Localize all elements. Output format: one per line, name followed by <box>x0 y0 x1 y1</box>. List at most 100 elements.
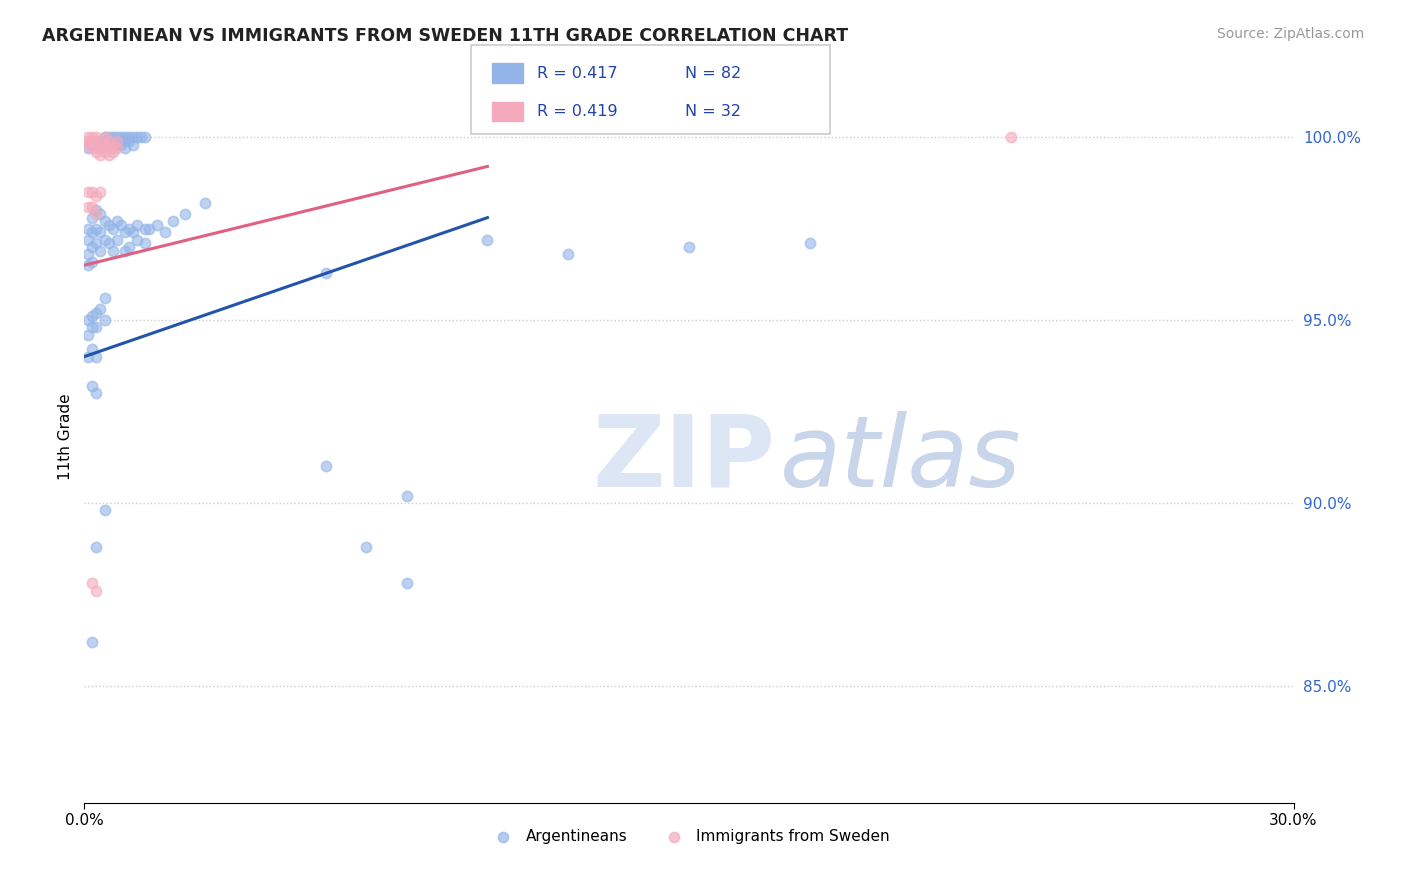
Point <box>93 145 115 159</box>
Point <box>86 145 108 159</box>
Point <box>77 258 100 272</box>
Point <box>86 207 108 221</box>
Point <box>174 207 197 221</box>
Point <box>77 327 100 342</box>
Point <box>86 236 108 251</box>
Text: ZIP: ZIP <box>592 410 775 508</box>
Point <box>82 343 104 357</box>
Point <box>86 137 108 152</box>
Point <box>121 137 143 152</box>
Point <box>86 306 108 320</box>
Point <box>93 291 115 305</box>
Point <box>82 310 104 324</box>
Point <box>89 148 111 162</box>
Point <box>101 134 124 148</box>
Point <box>101 221 124 235</box>
Point <box>82 225 104 239</box>
Point <box>138 221 160 235</box>
Point <box>82 141 104 155</box>
Point <box>114 130 136 145</box>
Point <box>89 137 111 152</box>
Point <box>77 141 100 155</box>
Point <box>77 134 100 148</box>
Point <box>125 130 148 145</box>
Point <box>89 141 111 155</box>
Point <box>89 225 111 239</box>
Point <box>101 130 124 145</box>
Point <box>121 130 143 145</box>
Point <box>110 137 132 152</box>
Point <box>121 225 143 239</box>
Text: N = 82: N = 82 <box>685 66 741 80</box>
Point <box>93 137 115 152</box>
Point <box>89 141 111 155</box>
Point <box>105 134 128 148</box>
Point <box>93 130 115 145</box>
Point <box>101 141 124 155</box>
Point <box>118 130 141 145</box>
Point <box>129 130 152 145</box>
Point <box>97 148 120 162</box>
Point <box>105 137 128 152</box>
Point <box>105 134 128 148</box>
Point <box>101 137 124 152</box>
Point <box>97 130 120 145</box>
Point <box>97 236 120 251</box>
Point <box>86 583 108 598</box>
Legend: Argentineans, Immigrants from Sweden: Argentineans, Immigrants from Sweden <box>482 822 896 850</box>
Text: R = 0.417: R = 0.417 <box>537 66 617 80</box>
Point <box>86 203 108 218</box>
Point <box>82 576 104 591</box>
Point <box>134 221 156 235</box>
Point <box>134 236 156 251</box>
Point <box>114 134 136 148</box>
Point <box>93 134 115 148</box>
Point <box>105 214 128 228</box>
Point <box>82 240 104 254</box>
Point <box>89 302 111 317</box>
Point <box>194 196 217 211</box>
Point <box>86 540 108 554</box>
Point <box>77 137 100 152</box>
Point <box>93 503 115 517</box>
Point <box>477 233 499 247</box>
Point <box>97 134 120 148</box>
Point <box>114 141 136 155</box>
Point <box>146 218 169 232</box>
Point <box>114 244 136 258</box>
Point <box>77 200 100 214</box>
Point <box>118 134 141 148</box>
Text: R = 0.419: R = 0.419 <box>537 104 617 120</box>
Point <box>82 134 104 148</box>
Point <box>82 211 104 225</box>
Point <box>125 233 148 247</box>
Point <box>134 130 156 145</box>
Point <box>395 576 418 591</box>
Point <box>114 225 136 239</box>
Point <box>162 214 184 228</box>
Point <box>86 350 108 364</box>
Point <box>86 221 108 235</box>
Point <box>799 236 821 251</box>
Point <box>101 244 124 258</box>
Point <box>82 130 104 145</box>
Point <box>1000 130 1022 145</box>
Point <box>93 233 115 247</box>
Text: atlas: atlas <box>780 410 1021 508</box>
Point <box>110 134 132 148</box>
Point <box>105 233 128 247</box>
Point <box>86 320 108 334</box>
Point <box>86 188 108 202</box>
Point <box>557 247 579 261</box>
Point <box>678 240 700 254</box>
Point <box>97 218 120 232</box>
Point <box>93 130 115 145</box>
Point <box>77 313 100 327</box>
Point <box>93 214 115 228</box>
Point <box>110 130 132 145</box>
Point <box>86 134 108 148</box>
Point <box>86 137 108 152</box>
Point <box>93 313 115 327</box>
Point <box>82 379 104 393</box>
Point <box>315 266 337 280</box>
